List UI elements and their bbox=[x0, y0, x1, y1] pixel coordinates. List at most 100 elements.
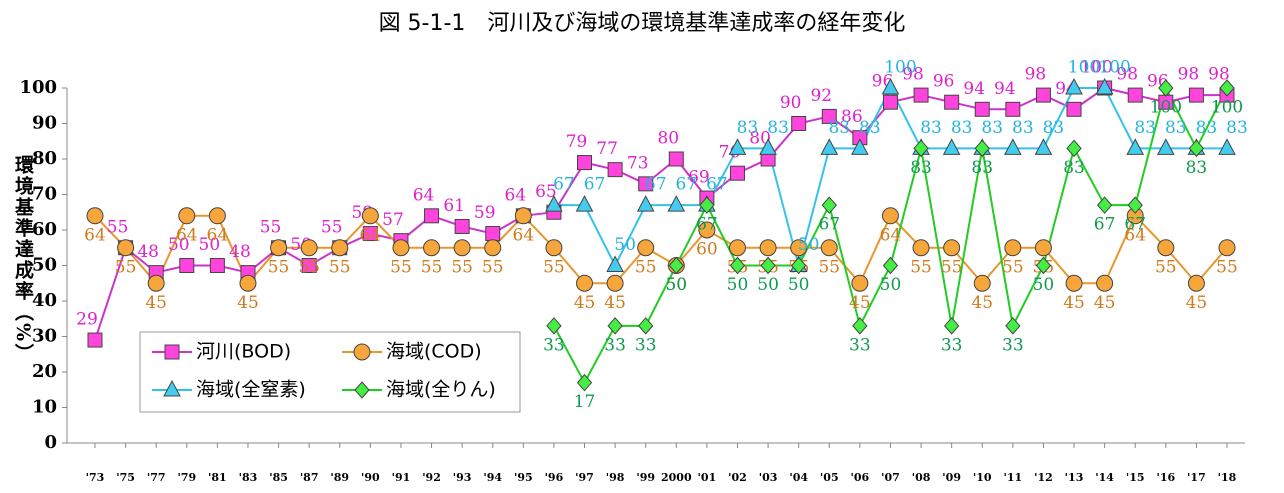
marker bbox=[362, 226, 378, 242]
data-label: 79 bbox=[566, 132, 588, 152]
data-label: 64 bbox=[360, 225, 382, 245]
data-label: 83 bbox=[981, 118, 1003, 138]
marker bbox=[1035, 256, 1052, 275]
marker bbox=[668, 151, 684, 167]
data-label: 64 bbox=[176, 225, 198, 245]
data-label: 67 bbox=[645, 175, 667, 195]
marker bbox=[851, 138, 869, 155]
x-tick-label: '83 bbox=[239, 471, 258, 484]
marker bbox=[1034, 239, 1052, 257]
data-label: 64 bbox=[505, 185, 527, 205]
x-tick-label: '97 bbox=[575, 471, 594, 484]
marker bbox=[606, 255, 624, 272]
marker bbox=[208, 207, 226, 225]
marker bbox=[301, 258, 317, 273]
data-label: 61 bbox=[443, 196, 465, 216]
marker bbox=[1066, 139, 1082, 158]
marker bbox=[423, 239, 441, 257]
marker bbox=[1065, 77, 1083, 95]
data-label: 45 bbox=[237, 293, 259, 313]
data-label: 55 bbox=[115, 257, 137, 277]
data-label: 100 bbox=[884, 58, 916, 78]
marker bbox=[943, 239, 961, 257]
marker bbox=[759, 239, 777, 257]
data-label: 83 bbox=[1043, 118, 1065, 138]
marker bbox=[728, 138, 747, 155]
x-tick-label: '16 bbox=[1156, 471, 1175, 484]
marker bbox=[1188, 139, 1205, 158]
data-label: 67 bbox=[1094, 215, 1116, 235]
x-tick-label: '14 bbox=[1095, 471, 1114, 484]
data-label: 64 bbox=[207, 225, 229, 245]
y-tick-label: 30 bbox=[32, 326, 57, 347]
x-tick-label: '81 bbox=[208, 471, 227, 484]
data-label: 98 bbox=[1116, 65, 1138, 85]
legend-label: 海域(全りん) bbox=[386, 379, 496, 401]
data-label: 50 bbox=[880, 275, 902, 295]
marker bbox=[484, 239, 502, 257]
data-label: 55 bbox=[1216, 257, 1238, 277]
x-tick-label: '90 bbox=[361, 471, 380, 484]
data-label: 100 bbox=[1211, 98, 1243, 118]
data-label: 83 bbox=[767, 118, 789, 138]
data-label: 69 bbox=[688, 168, 710, 188]
marker bbox=[331, 239, 349, 257]
data-label: 83 bbox=[910, 158, 932, 178]
data-label: 50 bbox=[199, 235, 221, 255]
marker bbox=[1034, 138, 1053, 155]
data-label: 67 bbox=[584, 175, 606, 195]
data-label: 55 bbox=[329, 257, 351, 277]
data-label: 100 bbox=[1098, 58, 1130, 78]
data-label: 50 bbox=[665, 275, 687, 295]
marker bbox=[424, 208, 440, 224]
marker bbox=[1187, 274, 1205, 292]
x-tick-label: '87 bbox=[300, 471, 319, 484]
data-label: 45 bbox=[849, 293, 871, 313]
marker bbox=[943, 317, 960, 335]
data-label: 33 bbox=[635, 335, 657, 355]
marker bbox=[1218, 138, 1236, 155]
marker bbox=[163, 379, 181, 397]
x-tick-label: '01 bbox=[698, 471, 717, 484]
marker bbox=[974, 139, 990, 158]
data-label: 33 bbox=[543, 335, 565, 355]
marker bbox=[820, 239, 838, 257]
data-label: 90 bbox=[780, 93, 802, 113]
x-tick-label: '79 bbox=[177, 471, 196, 484]
legend-label: 海域(全窒素) bbox=[196, 379, 306, 401]
data-label: 83 bbox=[1063, 158, 1085, 178]
data-label: 67 bbox=[1124, 215, 1146, 235]
marker bbox=[354, 381, 370, 399]
marker bbox=[1035, 87, 1051, 103]
data-label: 50 bbox=[168, 235, 190, 255]
marker bbox=[973, 274, 991, 292]
data-label: 83 bbox=[1134, 118, 1156, 138]
data-label: 59 bbox=[474, 203, 496, 223]
data-label: 96 bbox=[933, 72, 955, 92]
marker bbox=[821, 108, 837, 124]
data-label: 98 bbox=[1178, 65, 1200, 85]
y-tick-label: 90 bbox=[32, 113, 57, 134]
marker bbox=[974, 101, 990, 117]
marker bbox=[1158, 79, 1174, 97]
marker bbox=[668, 256, 684, 275]
data-label: 73 bbox=[627, 153, 649, 173]
marker bbox=[575, 195, 594, 212]
marker bbox=[147, 274, 165, 292]
y-tick-label: 10 bbox=[32, 397, 57, 418]
data-label: 48 bbox=[229, 242, 251, 262]
x-tick-label: '93 bbox=[453, 471, 472, 484]
data-label: 67 bbox=[675, 175, 697, 195]
x-tick-label: '07 bbox=[881, 471, 900, 484]
data-label: 33 bbox=[941, 335, 963, 355]
data-label: 55 bbox=[910, 257, 932, 277]
marker bbox=[1127, 87, 1143, 103]
marker bbox=[607, 162, 623, 178]
data-label: 55 bbox=[107, 217, 129, 237]
chart-title: 図 5-1-1 河川及び海域の環境基準達成率の経年変化 bbox=[379, 11, 906, 36]
x-tick-label: '18 bbox=[1218, 471, 1237, 484]
data-label: 100 bbox=[1150, 98, 1182, 118]
data-label: 50 bbox=[665, 275, 687, 295]
marker bbox=[164, 344, 180, 360]
marker bbox=[791, 256, 807, 275]
